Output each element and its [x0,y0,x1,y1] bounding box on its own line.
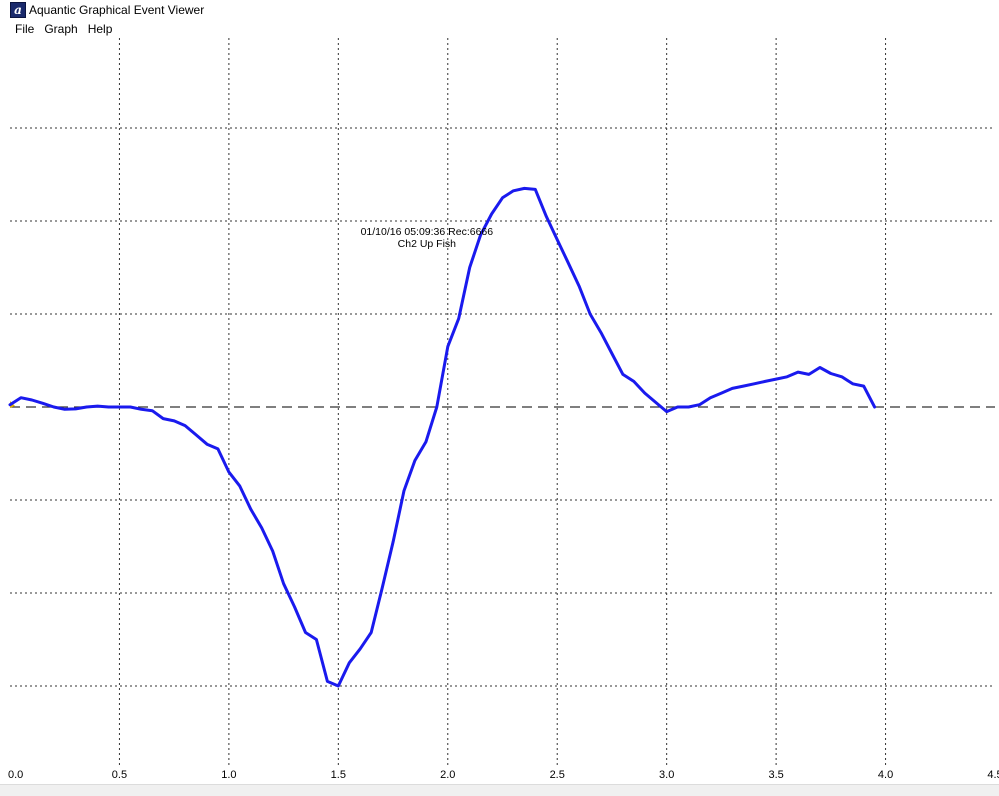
x-tick-label-1: 0.5 [112,769,127,781]
event-annotation-line2: Ch2 Up Fish [398,238,457,250]
status-bar [0,784,999,796]
x-tick-label-6: 3.0 [659,769,674,781]
event-annotation-line1: 01/10/16 05:09:36 Rec:6666 [361,226,494,238]
title-bar[interactable]: a Aquantic Graphical Event Viewer [0,0,999,20]
menu-bar: File Graph Help [0,20,999,38]
x-tick-label-7: 3.5 [768,769,783,781]
x-tick-label-3: 1.5 [331,769,346,781]
app-logo-icon: a [10,2,26,18]
menu-file[interactable]: File [15,22,35,36]
event-graph[interactable]: 0.0 0.5 1.0 1.5 2.0 2.5 3.0 3.5 4.0 4.5 01/10/16 0… [0,38,999,786]
x-tick-label-5: 2.5 [550,769,565,781]
menu-graph[interactable]: Graph [44,22,78,36]
graph-panel[interactable]: 0.0 0.5 1.0 1.5 2.0 2.5 3.0 3.5 4.0 4.5 01/10/16 0… [0,38,999,786]
menu-help[interactable]: Help [87,22,113,36]
signal-trace [8,186,877,688]
x-tick-label-2: 1.0 [221,769,236,781]
x-tick-label-4: 2.0 [440,769,455,781]
x-tick-label-0: 0.0 [8,769,23,781]
x-tick-label-8: 4.0 [878,769,893,781]
x-tick-label-9: 4.5 [987,769,999,781]
window-title: Aquantic Graphical Event Viewer [29,3,205,17]
